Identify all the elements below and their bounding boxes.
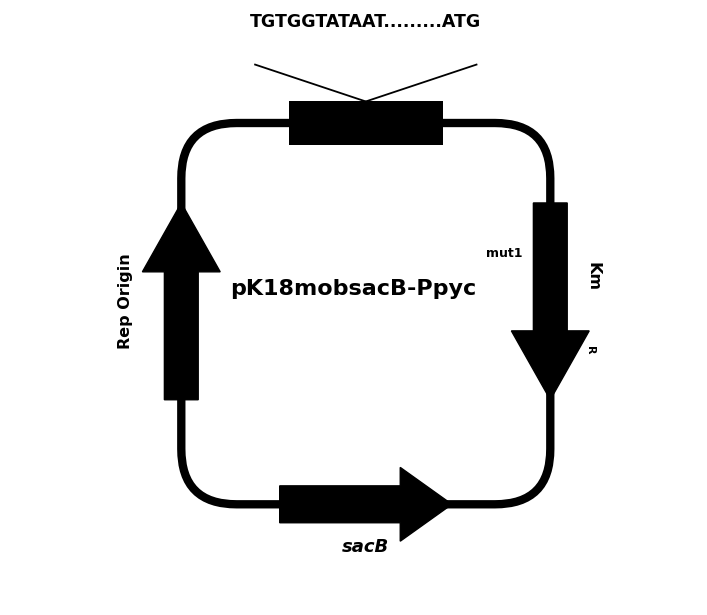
Text: sacB: sacB — [342, 538, 390, 557]
FancyArrow shape — [511, 203, 589, 400]
Bar — [289, 101, 443, 145]
Text: R: R — [585, 346, 595, 355]
Text: pK18mobsacB-Ppyc: pK18mobsacB-Ppyc — [230, 279, 477, 299]
Text: mut1: mut1 — [486, 247, 522, 260]
Text: Rep Origin: Rep Origin — [119, 253, 134, 349]
FancyArrow shape — [142, 203, 220, 400]
Text: TGTGGTATAAT.........ATG: TGTGGTATAAT.........ATG — [250, 13, 481, 31]
FancyArrow shape — [280, 467, 452, 541]
Text: Km: Km — [586, 262, 601, 292]
